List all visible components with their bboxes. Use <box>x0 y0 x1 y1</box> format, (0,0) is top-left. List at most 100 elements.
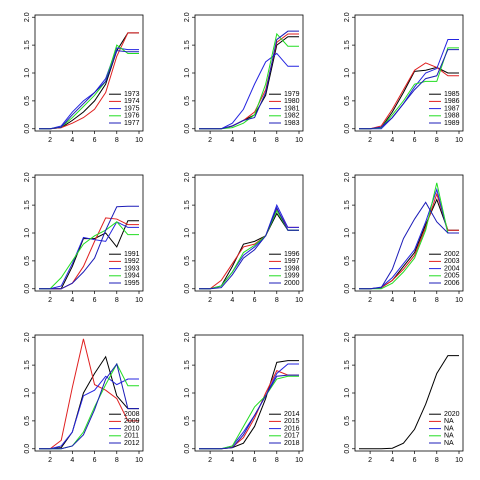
legend-label: 2012 <box>124 440 140 447</box>
x-tick-label: 2 <box>368 137 372 144</box>
x-tick-label: 4 <box>390 297 394 304</box>
y-tick-label: 1.5 <box>24 360 31 370</box>
x-tick-label: 2 <box>208 297 212 304</box>
y-tick-label: 2.0 <box>344 332 351 342</box>
x-tick-label: 6 <box>253 297 257 304</box>
series-line <box>359 182 459 290</box>
x-tick-label: 10 <box>135 297 143 304</box>
legend-label: 2015 <box>284 418 300 425</box>
legend-label: 2003 <box>444 258 460 265</box>
legend-label: 1992 <box>124 258 140 265</box>
legend-label: 1996 <box>284 251 300 258</box>
legend-label: 1982 <box>284 113 300 120</box>
y-tick-label: 0.0 <box>184 124 191 134</box>
series-line <box>199 206 299 290</box>
y-tick-label: 0.0 <box>184 444 191 454</box>
legend-label: 1995 <box>124 280 140 287</box>
x-tick-label: 4 <box>230 457 234 464</box>
x-tick-label: 6 <box>253 457 257 464</box>
x-tick-label: 2 <box>208 457 212 464</box>
x-tick-label: 6 <box>413 297 417 304</box>
legend-label: 1979 <box>284 91 300 98</box>
y-tick-label: 1.5 <box>24 200 31 210</box>
panel: 2 4 6 8 10 0.0 0.5 1.0 1.5 2.0 1973197419751976197… <box>24 12 144 144</box>
x-tick-label: 8 <box>275 137 279 144</box>
x-tick-label: 4 <box>70 457 74 464</box>
legend-label: 1989 <box>444 120 460 127</box>
y-tick-label: 0.0 <box>24 124 31 134</box>
legend-label: 2000 <box>284 280 300 287</box>
x-tick-label: 10 <box>455 297 463 304</box>
legend-label: 2002 <box>444 251 460 258</box>
x-tick-label: 8 <box>275 297 279 304</box>
x-tick-label: 6 <box>413 457 417 464</box>
legend-label: 1999 <box>284 273 300 280</box>
series-line <box>39 375 139 450</box>
legend-label: 2004 <box>444 265 460 272</box>
y-tick-label: 0.0 <box>184 284 191 294</box>
y-tick-label: 2.0 <box>184 172 191 182</box>
legend-label: 1977 <box>124 120 140 127</box>
x-tick-label: 8 <box>115 297 119 304</box>
legend-label: 1997 <box>284 258 300 265</box>
y-tick-label: 0.0 <box>24 444 31 454</box>
legend-label: 2017 <box>284 433 300 440</box>
y-tick-label: 1.5 <box>344 200 351 210</box>
legend-label: 2009 <box>124 418 140 425</box>
series-line <box>359 355 459 450</box>
x-tick-label: 4 <box>230 297 234 304</box>
y-tick-label: 0.5 <box>24 416 31 426</box>
x-tick-label: 10 <box>295 457 303 464</box>
y-tick-label: 1.0 <box>184 68 191 78</box>
x-tick-label: 2 <box>368 457 372 464</box>
x-tick-label: 4 <box>70 297 74 304</box>
y-tick-label: 2.0 <box>24 332 31 342</box>
panel: 2 4 6 8 10 0.0 0.5 1.0 1.5 2.0 1979198019811982198… <box>184 12 304 144</box>
legend-label: 1983 <box>284 120 300 127</box>
y-tick-label: 1.0 <box>24 68 31 78</box>
y-tick-label: 0.0 <box>344 124 351 134</box>
x-tick-label: 10 <box>295 137 303 144</box>
y-tick-label: 1.5 <box>344 360 351 370</box>
series-line <box>359 39 459 130</box>
legend-label: 1991 <box>124 251 140 258</box>
x-tick-label: 4 <box>70 137 74 144</box>
x-tick-label: 10 <box>455 137 463 144</box>
y-tick-label: 1.0 <box>344 388 351 398</box>
legend-label: NA <box>444 440 454 447</box>
y-tick-label: 0.0 <box>344 284 351 294</box>
x-tick-label: 10 <box>455 457 463 464</box>
y-tick-label: 0.5 <box>344 416 351 426</box>
x-tick-label: 6 <box>93 297 97 304</box>
y-tick-label: 2.0 <box>24 12 31 22</box>
x-tick-label: 2 <box>48 297 52 304</box>
legend-label: 1980 <box>284 98 300 105</box>
legend-label: 2010 <box>124 425 140 432</box>
y-tick-label: 1.5 <box>184 40 191 50</box>
x-tick-label: 6 <box>93 457 97 464</box>
legend-label: 1974 <box>124 98 140 105</box>
x-tick-label: 8 <box>435 137 439 144</box>
legend-label: NA <box>444 418 454 425</box>
x-tick-label: 4 <box>230 137 234 144</box>
x-tick-label: 8 <box>115 457 119 464</box>
y-tick-label: 0.5 <box>344 96 351 106</box>
y-tick-label: 1.0 <box>24 388 31 398</box>
series-line <box>39 355 139 450</box>
y-tick-label: 1.0 <box>184 388 191 398</box>
series-line <box>359 62 459 130</box>
y-tick-label: 0.0 <box>344 444 351 454</box>
legend-label: NA <box>444 425 454 432</box>
x-tick-label: 6 <box>413 137 417 144</box>
series-line <box>199 374 299 450</box>
x-tick-label: 2 <box>48 137 52 144</box>
x-tick-label: 6 <box>253 137 257 144</box>
y-tick-label: 2.0 <box>344 12 351 22</box>
x-tick-label: 10 <box>135 137 143 144</box>
x-tick-label: 8 <box>115 137 119 144</box>
y-tick-label: 0.5 <box>24 96 31 106</box>
y-tick-label: 1.0 <box>344 228 351 238</box>
legend-label: 1975 <box>124 105 140 112</box>
x-tick-label: 6 <box>93 137 97 144</box>
legend-label: 1985 <box>444 91 460 98</box>
